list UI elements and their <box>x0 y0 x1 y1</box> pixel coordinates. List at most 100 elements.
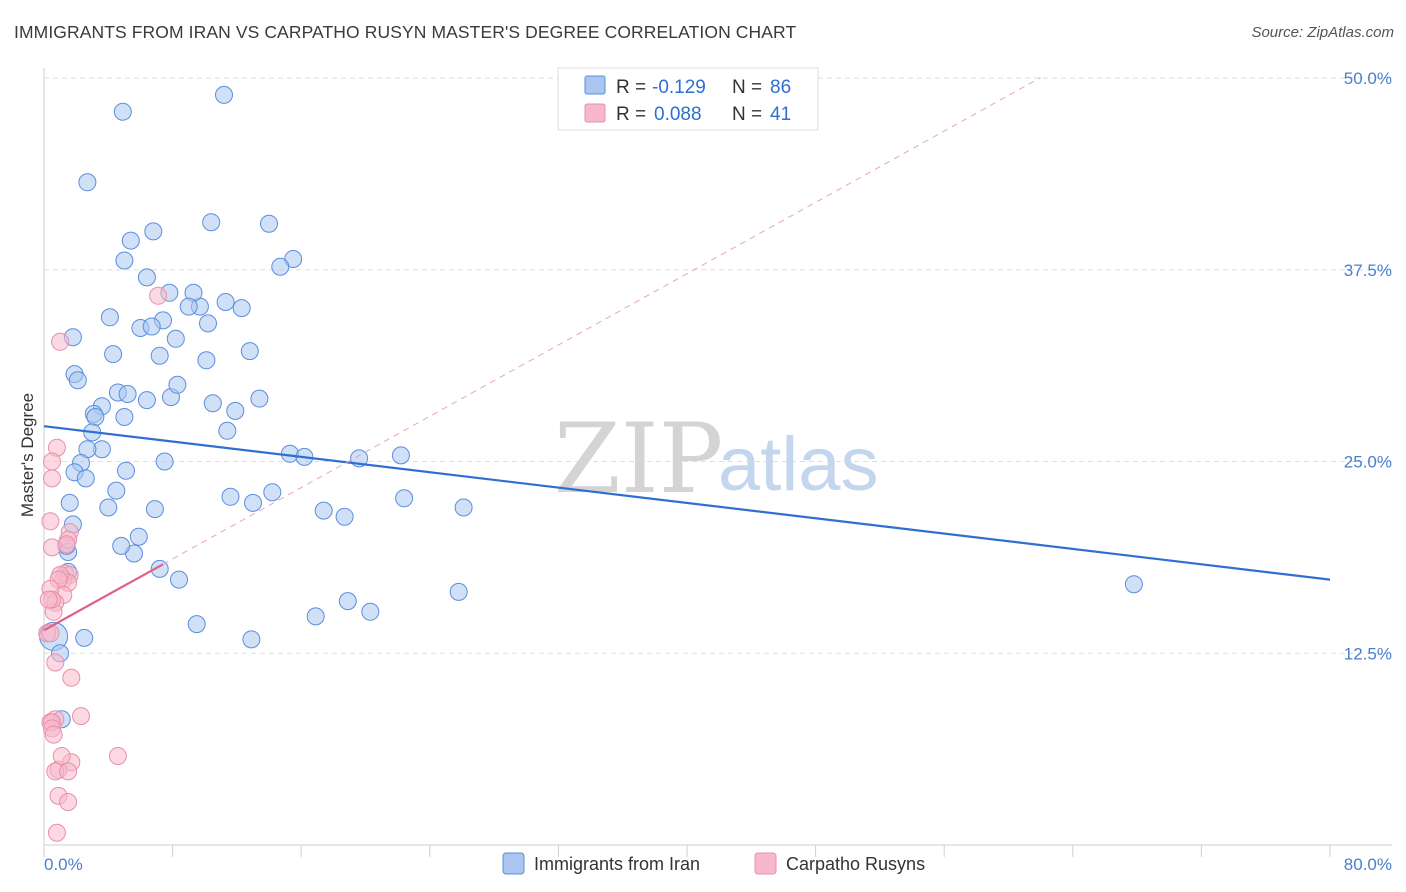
data-point <box>113 102 132 121</box>
legend-swatch-iran <box>584 75 606 95</box>
data-point <box>232 299 251 318</box>
data-point <box>361 602 380 621</box>
chart-title: IMMIGRANTS FROM IRAN VS CARPATHO RUSYN M… <box>14 22 797 42</box>
data-point <box>338 592 357 611</box>
data-point <box>1124 575 1143 594</box>
data-point <box>226 401 245 420</box>
trend-line-rusyn-extension <box>162 77 1041 565</box>
data-point <box>137 391 156 410</box>
legend-r-value-iran: -0.129 <box>652 77 706 98</box>
data-point <box>112 536 131 555</box>
data-point <box>314 501 333 520</box>
data-point <box>244 493 262 512</box>
series-points-1 <box>38 286 168 842</box>
data-point <box>121 231 140 250</box>
x-tick-label-min: 0.0% <box>44 855 83 874</box>
data-point <box>137 268 156 287</box>
data-point <box>118 385 137 403</box>
data-point <box>144 222 163 241</box>
data-point <box>99 498 118 517</box>
data-point <box>44 725 63 744</box>
data-point <box>107 481 126 500</box>
data-point <box>306 607 325 626</box>
data-point <box>59 793 78 811</box>
axes <box>43 68 1392 857</box>
data-point <box>115 251 134 270</box>
series-swatch-rusyn <box>754 852 777 875</box>
legend-n-label-rusyn: N = <box>732 104 762 125</box>
data-point <box>47 823 66 842</box>
legend-swatch-rusyn <box>584 103 606 123</box>
data-point <box>260 214 278 233</box>
legend-n-label-iran: N = <box>732 77 762 98</box>
data-point <box>52 747 71 765</box>
data-point <box>263 483 282 502</box>
grid-lines <box>44 77 1392 654</box>
data-point <box>454 498 473 517</box>
data-point <box>129 527 148 546</box>
data-point <box>68 371 87 390</box>
data-point <box>199 314 217 333</box>
data-point <box>43 538 61 557</box>
y-tick-label: 37.5% <box>1344 261 1392 280</box>
data-point <box>215 85 233 104</box>
data-point <box>43 452 61 471</box>
data-point <box>271 257 290 276</box>
data-point <box>166 329 185 348</box>
data-point <box>395 489 414 508</box>
data-point <box>242 630 261 649</box>
series-legend: Immigrants from Iran Carpatho Rusyns <box>502 852 925 875</box>
data-point <box>57 535 76 554</box>
y-axis-label: Master's Degree <box>18 393 37 517</box>
series-label-rusyn: Carpatho Rusyns <box>786 854 925 874</box>
y-tick-labels: 12.5% 25.0% 37.5% 50.0% <box>1344 69 1392 663</box>
data-point <box>115 408 134 426</box>
trend-lines <box>43 77 1331 632</box>
data-point <box>170 570 188 589</box>
data-point <box>72 707 90 726</box>
data-point <box>197 351 216 370</box>
data-point <box>168 375 187 394</box>
data-point <box>240 342 259 361</box>
data-point <box>104 345 123 364</box>
data-point <box>86 408 105 426</box>
data-point <box>391 446 410 465</box>
data-point <box>59 762 78 781</box>
legend-n-value-iran: 86 <box>770 77 791 98</box>
data-point <box>43 469 61 488</box>
data-point <box>117 461 135 480</box>
data-point <box>149 286 168 305</box>
legend-r-label-iran: R = <box>616 77 646 98</box>
series-label-iran: Immigrants from Iran <box>534 854 700 874</box>
data-point <box>51 332 70 351</box>
series-swatch-iran <box>502 852 525 875</box>
data-point <box>449 582 468 601</box>
data-point <box>78 173 97 192</box>
watermark-atlas: atlas <box>718 422 879 507</box>
data-point <box>46 653 65 672</box>
legend-r-label-rusyn: R = <box>616 104 646 125</box>
legend-r-value-rusyn: 0.088 <box>654 104 702 125</box>
data-point <box>155 452 174 471</box>
data-point <box>150 559 169 578</box>
trend-line-iran <box>43 425 1331 581</box>
data-point <box>187 615 206 634</box>
y-tick-label: 50.0% <box>1344 69 1392 88</box>
data-point <box>203 394 222 413</box>
data-point <box>335 507 354 526</box>
source-label: Source: ZipAtlas.com <box>1251 24 1394 41</box>
y-tick-label: 25.0% <box>1344 453 1392 472</box>
data-points <box>38 85 1143 842</box>
x-tick-labels: 0.0% 80.0% <box>44 855 1392 874</box>
trend-line-rusyn <box>43 563 164 632</box>
data-point <box>179 297 198 316</box>
data-point <box>60 493 79 512</box>
legend-n-value-rusyn: 41 <box>770 104 791 125</box>
data-point <box>41 512 60 531</box>
data-point <box>100 308 119 327</box>
data-point <box>108 747 127 765</box>
data-point <box>218 421 237 440</box>
data-point <box>250 389 269 408</box>
data-point <box>39 590 58 609</box>
